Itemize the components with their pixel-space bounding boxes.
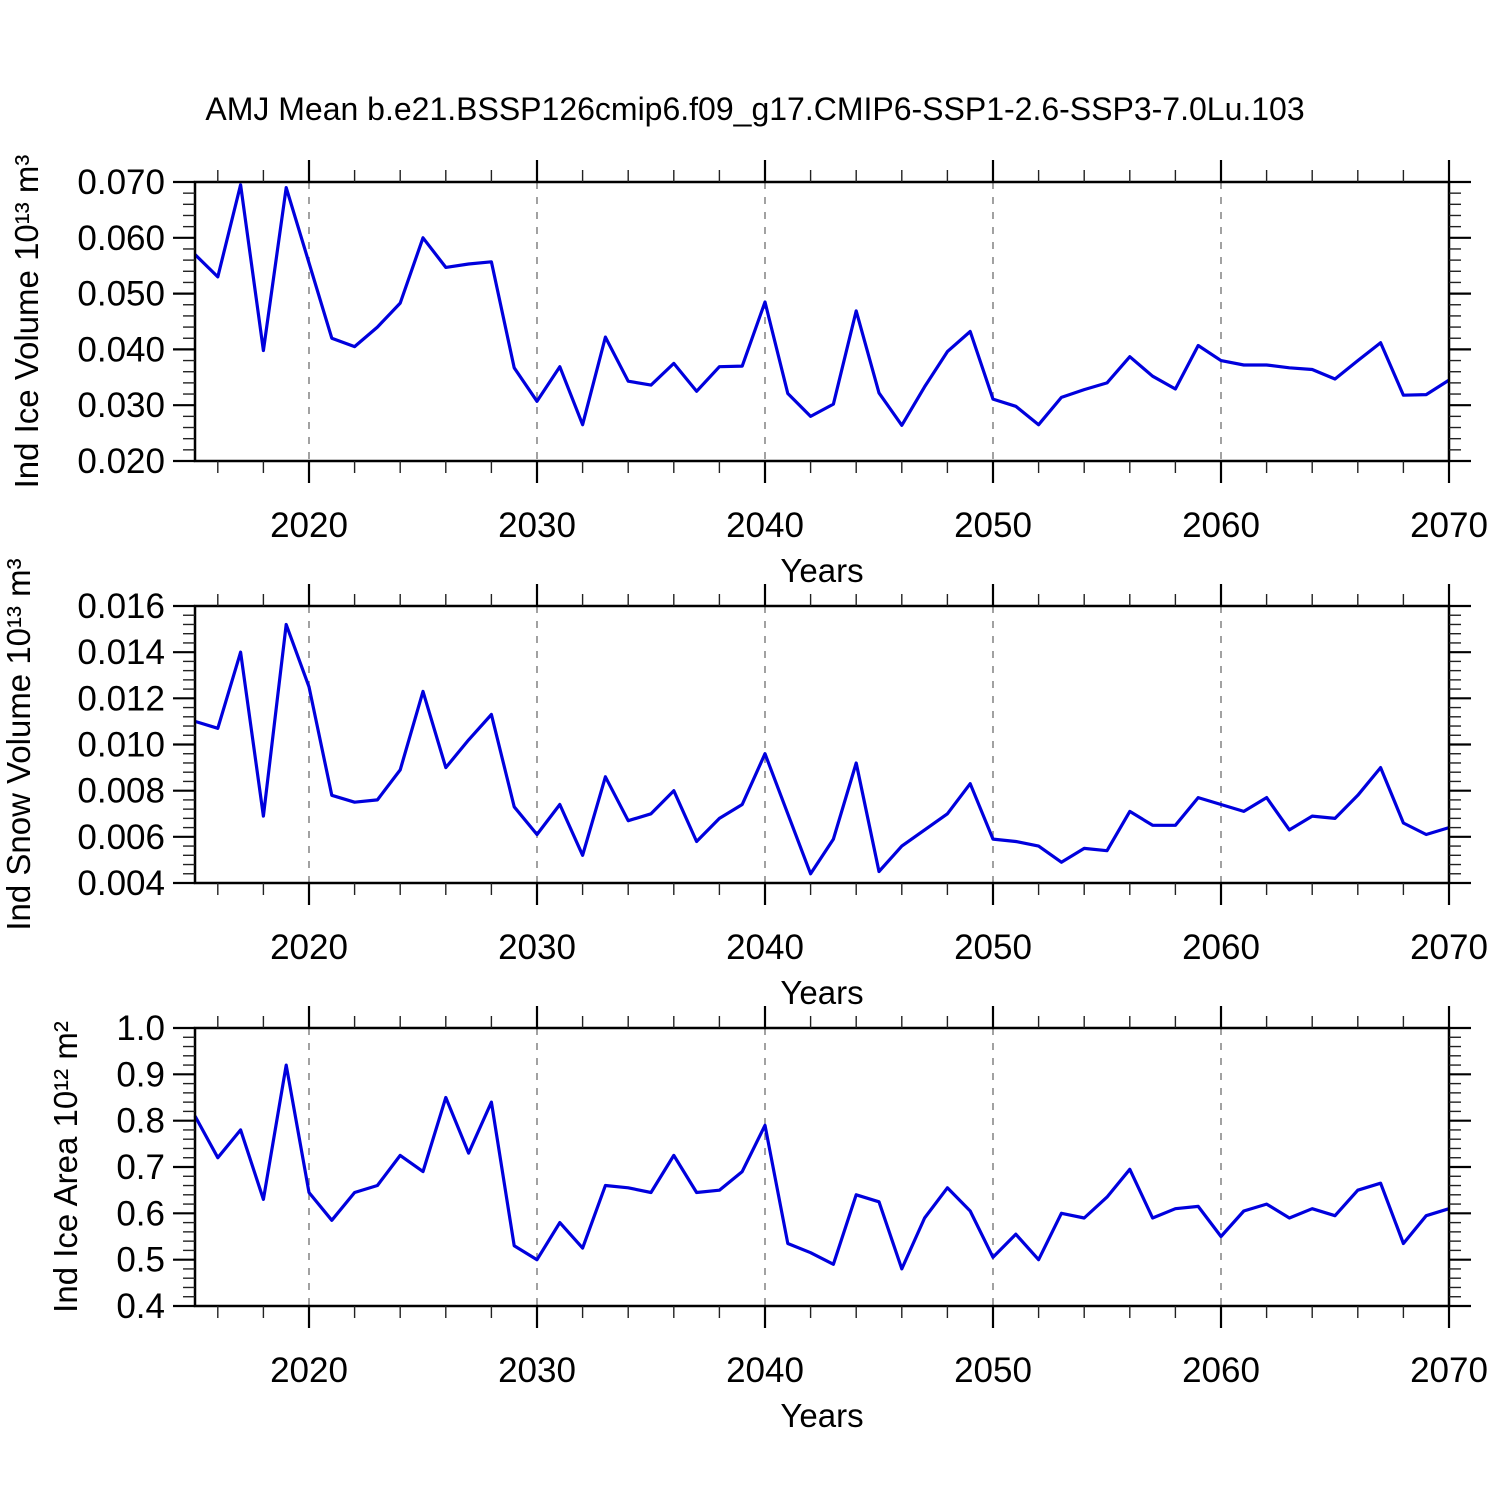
- y-tick-label: 0.050: [77, 275, 165, 314]
- y-tick-label: 0.9: [116, 1055, 165, 1094]
- data-line: [194, 622, 1450, 876]
- x-tick-label: 2030: [498, 1351, 576, 1390]
- plot-frame: [193, 604, 1451, 885]
- y-tick-label: 1.0: [116, 1009, 165, 1048]
- panel-ice-volume: 2020 2030 2040 2050 2060 2070 0.020 0.030 0.040 0…: [8, 155, 1488, 589]
- y-tick-label: 0.040: [77, 330, 165, 369]
- plot-frame: [193, 1026, 1451, 1308]
- y-tick-label: 0.4: [116, 1287, 165, 1326]
- data-line: [193, 183, 1450, 427]
- x-tick-label: 2060: [1182, 928, 1260, 967]
- x-tick-label: 2070: [1410, 506, 1488, 545]
- x-tick-label: 2070: [1410, 928, 1488, 967]
- panel-snow-volume: 2020 2030 2040 2050 2060 2070 0.004 0.006 0.008 0…: [0, 558, 1488, 1011]
- y-tick-label: 0.012: [77, 679, 165, 718]
- x-tick-label: 2020: [270, 1351, 348, 1390]
- x-tick-label: 2040: [726, 1351, 804, 1390]
- x-axis-label: Years: [780, 974, 863, 1011]
- y-tick-label: 0.014: [77, 633, 165, 672]
- x-tick-label: 2050: [954, 506, 1032, 545]
- x-tick-label: 2040: [726, 928, 804, 967]
- x-tick-label: 2050: [954, 928, 1032, 967]
- x-tick-label: 2040: [726, 506, 804, 545]
- x-axis-label: Years: [780, 1397, 863, 1434]
- x-tick-label: 2030: [498, 928, 576, 967]
- x-tick-label: 2060: [1182, 1351, 1260, 1390]
- y-tick-label: 0.8: [116, 1102, 165, 1141]
- x-tick-label: 2070: [1410, 1351, 1488, 1390]
- y-tick-label: 0.5: [116, 1241, 165, 1280]
- y-tick-label: 0.004: [77, 864, 165, 903]
- x-axis-label: Years: [780, 552, 863, 589]
- x-tick-label: 2020: [270, 928, 348, 967]
- y-tick-label: 0.030: [77, 386, 165, 425]
- y-tick-label: 0.020: [77, 442, 165, 481]
- plot-frame: [193, 180, 1451, 463]
- y-tick-label: 0.070: [77, 163, 165, 202]
- chart-title: AMJ Mean b.e21.BSSP126cmip6.f09_g17.CMIP…: [205, 91, 1304, 127]
- y-tick-label: 0.006: [77, 818, 165, 857]
- y-axis-label: Ind Ice Area 10¹² m²: [47, 1021, 84, 1313]
- x-tick-label: 2030: [498, 506, 576, 545]
- x-tick-label: 2060: [1182, 506, 1260, 545]
- y-axis-label: Ind Snow Volume 10¹³ m³: [0, 558, 37, 930]
- data-line: [193, 1063, 1450, 1271]
- x-tick-label: 2020: [270, 506, 348, 545]
- y-axis-label: Ind Ice Volume 10¹³ m³: [8, 155, 45, 489]
- y-tick-label: 0.010: [77, 726, 165, 765]
- y-tick-label: 0.060: [77, 219, 165, 258]
- panel-ice-area: 2020 2030 2040 2050 2060 2070 0.4 0.5 0.6 0.7 0.8 0…: [47, 1006, 1488, 1434]
- y-tick-label: 0.6: [116, 1194, 165, 1233]
- y-tick-label: 0.7: [116, 1148, 165, 1187]
- x-tick-label: 2050: [954, 1351, 1032, 1390]
- y-tick-label: 0.016: [77, 587, 165, 626]
- y-tick-label: 0.008: [77, 772, 165, 811]
